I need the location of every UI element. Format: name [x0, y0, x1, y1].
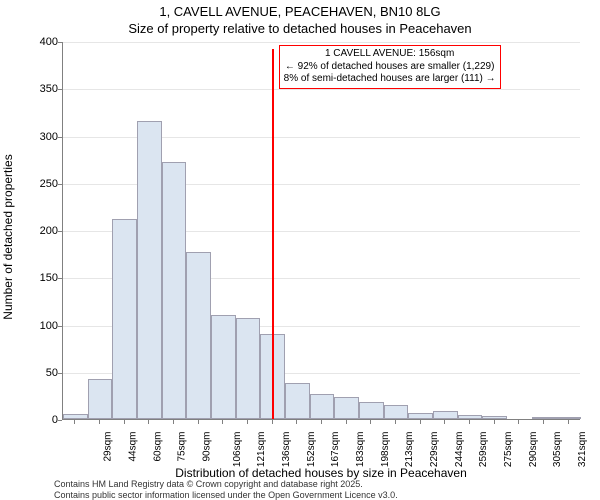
histogram-bar	[162, 162, 187, 419]
y-tick-mark	[58, 89, 62, 90]
x-tick-mark	[321, 420, 322, 424]
histogram-bar	[556, 417, 581, 419]
histogram-bar	[384, 405, 409, 419]
x-tick-label: 229sqm	[429, 432, 440, 468]
gridline	[63, 89, 580, 90]
chart-caption: Contains HM Land Registry data © Crown c…	[54, 479, 398, 500]
x-tick-label: 136sqm	[281, 432, 292, 468]
histogram-bar	[211, 315, 236, 419]
property-marker-line	[272, 49, 274, 419]
histogram-bar	[310, 394, 335, 419]
x-tick-label: 106sqm	[232, 432, 243, 468]
histogram-bar	[236, 318, 261, 419]
x-tick-label: 275sqm	[503, 432, 514, 468]
histogram-bar	[433, 411, 458, 419]
x-tick-mark	[395, 420, 396, 424]
x-tick-mark	[494, 420, 495, 424]
y-tick-label: 200	[40, 225, 58, 237]
x-tick-label: 321sqm	[577, 432, 588, 468]
x-tick-mark	[222, 420, 223, 424]
info-box-line1: 1 CAVELL AVENUE: 156sqm	[284, 48, 496, 61]
x-tick-mark	[148, 420, 149, 424]
y-tick-mark	[58, 420, 62, 421]
x-tick-label: 90sqm	[202, 432, 213, 462]
histogram-bar	[334, 397, 359, 419]
histogram-bar	[532, 417, 557, 419]
y-tick-label: 350	[40, 83, 58, 95]
y-tick-label: 50	[46, 367, 58, 379]
x-tick-mark	[518, 420, 519, 424]
x-tick-label: 198sqm	[380, 432, 391, 468]
x-axis-title: Distribution of detached houses by size …	[62, 466, 580, 480]
plot-area: 1 CAVELL AVENUE: 156sqm← 92% of detached…	[62, 42, 580, 420]
x-tick-label: 244sqm	[454, 432, 465, 468]
histogram-bar	[359, 402, 384, 419]
caption-line2: Contains public sector information licen…	[54, 490, 398, 500]
y-tick-label: 0	[52, 414, 58, 426]
x-tick-mark	[543, 420, 544, 424]
y-tick-mark	[58, 42, 62, 43]
x-tick-mark	[173, 420, 174, 424]
property-info-box: 1 CAVELL AVENUE: 156sqm← 92% of detached…	[279, 45, 501, 89]
y-axis-title: Number of detached properties	[1, 154, 15, 319]
x-tick-mark	[99, 420, 100, 424]
y-tick-label: 300	[40, 131, 58, 143]
x-tick-label: 60sqm	[152, 432, 163, 462]
info-box-line2: ← 92% of detached houses are smaller (1,…	[284, 61, 496, 74]
histogram-bar	[458, 415, 483, 419]
chart-title-line2: Size of property relative to detached ho…	[0, 21, 600, 36]
x-tick-mark	[568, 420, 569, 424]
x-tick-label: 259sqm	[478, 432, 489, 468]
x-tick-mark	[469, 420, 470, 424]
x-tick-mark	[296, 420, 297, 424]
chart-title-line1: 1, CAVELL AVENUE, PEACEHAVEN, BN10 8LG	[0, 4, 600, 19]
y-tick-mark	[58, 373, 62, 374]
x-tick-label: 75sqm	[177, 432, 188, 462]
x-tick-label: 290sqm	[528, 432, 539, 468]
gridline	[63, 42, 580, 43]
x-tick-label: 121sqm	[256, 432, 267, 468]
histogram-bar	[482, 416, 507, 419]
histogram-bar	[186, 252, 211, 419]
x-tick-label: 152sqm	[306, 432, 317, 468]
x-tick-label: 29sqm	[103, 432, 114, 462]
histogram-bar	[88, 379, 113, 419]
histogram-bar	[112, 219, 137, 419]
y-tick-label: 400	[40, 36, 58, 48]
x-tick-mark	[74, 420, 75, 424]
x-tick-label: 305sqm	[552, 432, 563, 468]
y-tick-label: 100	[40, 320, 58, 332]
x-tick-mark	[370, 420, 371, 424]
x-tick-mark	[444, 420, 445, 424]
x-tick-mark	[198, 420, 199, 424]
y-tick-label: 150	[40, 272, 58, 284]
x-tick-mark	[272, 420, 273, 424]
property-size-histogram: 1, CAVELL AVENUE, PEACEHAVEN, BN10 8LG S…	[0, 0, 600, 500]
y-tick-mark	[58, 326, 62, 327]
x-tick-label: 167sqm	[330, 432, 341, 468]
info-box-line3: 8% of semi-detached houses are larger (1…	[284, 73, 496, 86]
x-tick-label: 183sqm	[355, 432, 366, 468]
histogram-bar	[63, 414, 88, 419]
caption-line1: Contains HM Land Registry data © Crown c…	[54, 479, 398, 489]
y-tick-mark	[58, 278, 62, 279]
x-tick-label: 44sqm	[128, 432, 139, 462]
x-tick-mark	[247, 420, 248, 424]
y-tick-mark	[58, 137, 62, 138]
x-tick-mark	[124, 420, 125, 424]
x-tick-mark	[346, 420, 347, 424]
x-tick-mark	[420, 420, 421, 424]
histogram-bar	[137, 121, 162, 419]
histogram-bar	[285, 383, 310, 419]
y-tick-mark	[58, 231, 62, 232]
y-tick-mark	[58, 184, 62, 185]
y-tick-label: 250	[40, 178, 58, 190]
x-tick-label: 213sqm	[404, 432, 415, 468]
histogram-bar	[408, 413, 433, 419]
